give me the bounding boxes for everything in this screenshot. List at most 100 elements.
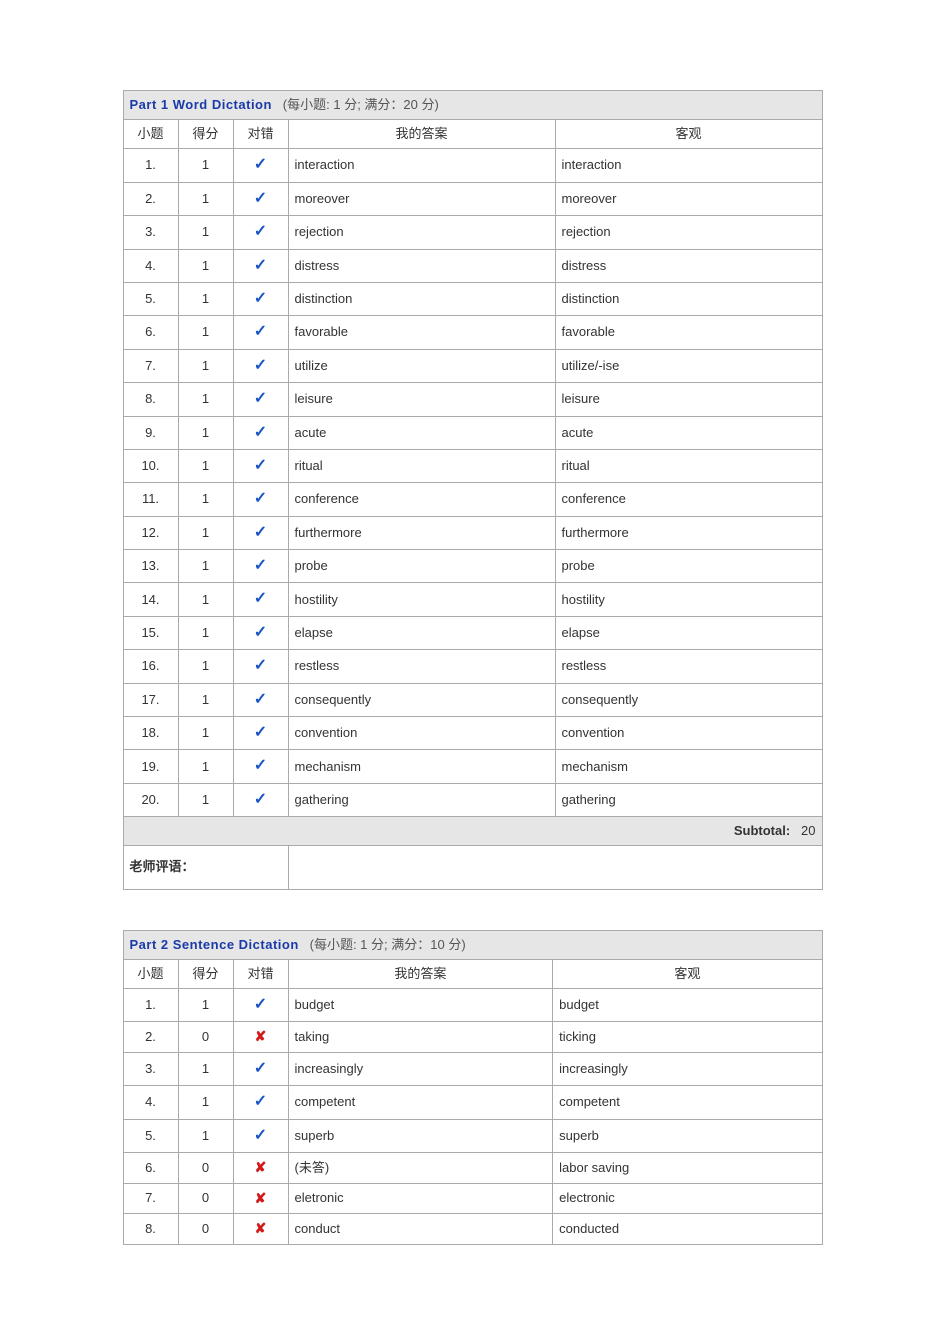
check-icon: ✓ <box>254 490 267 507</box>
table-title-row: Part 1 Word Dictation (每小题: 1 分; 满分：20 分… <box>123 91 822 120</box>
cell-my-answer: eletronic <box>288 1183 553 1214</box>
cell-question-number: 9. <box>123 416 178 449</box>
cell-score: 1 <box>178 750 233 783</box>
col-header-mark: 对错 <box>233 959 288 988</box>
table-row: 1.1✓interactioninteraction <box>123 149 822 182</box>
col-header-key: 客观 <box>555 120 822 149</box>
quiz-table: Part 1 Word Dictation (每小题: 1 分; 满分：20 分… <box>123 90 823 890</box>
check-icon: ✓ <box>254 457 267 474</box>
check-icon: ✓ <box>254 757 267 774</box>
cell-question-number: 4. <box>123 249 178 282</box>
cell-score: 1 <box>178 650 233 683</box>
cell-key-answer: probe <box>555 550 822 583</box>
cell-key-answer: ritual <box>555 449 822 482</box>
cell-my-answer: utilize <box>288 349 555 382</box>
cell-key-answer: furthermore <box>555 516 822 549</box>
cell-score: 1 <box>178 316 233 349</box>
cross-icon: ✘ <box>255 1190 267 1206</box>
quiz-table: Part 2 Sentence Dictation (每小题: 1 分; 满分：… <box>123 930 823 1245</box>
cell-key-answer: convention <box>555 717 822 750</box>
cross-icon: ✘ <box>255 1159 267 1175</box>
cell-score: 1 <box>178 988 233 1021</box>
table-title-row: Part 2 Sentence Dictation (每小题: 1 分; 满分：… <box>123 930 822 959</box>
check-icon: ✓ <box>254 390 267 407</box>
cross-icon: ✘ <box>255 1028 267 1044</box>
check-icon: ✓ <box>254 1093 267 1110</box>
cell-question-number: 14. <box>123 583 178 616</box>
check-icon: ✓ <box>254 557 267 574</box>
subtotal-row: Subtotal: 20 <box>123 817 822 846</box>
cell-question-number: 12. <box>123 516 178 549</box>
cell-question-number: 15. <box>123 616 178 649</box>
cell-key-answer: electronic <box>553 1183 822 1214</box>
cell-question-number: 2. <box>123 1022 178 1053</box>
table-row: 3.1✓increasinglyincreasingly <box>123 1052 822 1085</box>
cell-score: 1 <box>178 1052 233 1085</box>
cell-key-answer: acute <box>555 416 822 449</box>
cell-my-answer: acute <box>288 416 555 449</box>
check-icon: ✓ <box>254 1060 267 1077</box>
cell-score: 1 <box>178 783 233 816</box>
cell-key-answer: moreover <box>555 182 822 215</box>
cell-my-answer: (未答) <box>288 1153 553 1184</box>
cell-key-answer: consequently <box>555 683 822 716</box>
col-header-answer: 我的答案 <box>288 959 553 988</box>
cell-score: 1 <box>178 216 233 249</box>
cell-question-number: 10. <box>123 449 178 482</box>
table-row: 3.1✓rejectionrejection <box>123 216 822 249</box>
table-row: 2.1✓moreovermoreover <box>123 182 822 215</box>
cell-key-answer: rejection <box>555 216 822 249</box>
subtotal-label: Subtotal: <box>734 823 790 838</box>
cell-score: 1 <box>178 1086 233 1119</box>
table-row: 17.1✓consequentlyconsequently <box>123 683 822 716</box>
cell-question-number: 13. <box>123 550 178 583</box>
table-row: 18.1✓conventionconvention <box>123 717 822 750</box>
part-title: Part 1 Word Dictation <box>130 97 272 112</box>
table-row: 7.0✘eletronicelectronic <box>123 1183 822 1214</box>
cell-key-answer: distinction <box>555 282 822 315</box>
check-icon: ✓ <box>254 424 267 441</box>
table-header-row: 小题得分对错我的答案客观 <box>123 959 822 988</box>
cell-my-answer: furthermore <box>288 516 555 549</box>
cell-key-answer: favorable <box>555 316 822 349</box>
cell-my-answer: elapse <box>288 616 555 649</box>
check-icon: ✓ <box>254 223 267 240</box>
cell-question-number: 6. <box>123 1153 178 1184</box>
teacher-comment-label: 老师评语： <box>123 846 288 889</box>
cell-question-number: 3. <box>123 1052 178 1085</box>
cell-my-answer: conduct <box>288 1214 553 1245</box>
cell-key-answer: conducted <box>553 1214 822 1245</box>
check-icon: ✓ <box>254 156 267 173</box>
cell-my-answer: gathering <box>288 783 555 816</box>
cell-score: 1 <box>178 1119 233 1152</box>
table-row: 14.1✓hostilityhostility <box>123 583 822 616</box>
cell-my-answer: leisure <box>288 383 555 416</box>
cell-question-number: 6. <box>123 316 178 349</box>
check-icon: ✓ <box>254 190 267 207</box>
col-header-score: 得分 <box>178 120 233 149</box>
check-icon: ✓ <box>254 724 267 741</box>
check-icon: ✓ <box>254 1127 267 1144</box>
cell-my-answer: taking <box>288 1022 553 1053</box>
cell-my-answer: restless <box>288 650 555 683</box>
cell-my-answer: probe <box>288 550 555 583</box>
cell-score: 1 <box>178 149 233 182</box>
cell-question-number: 8. <box>123 1214 178 1245</box>
check-icon: ✓ <box>254 691 267 708</box>
cell-my-answer: mechanism <box>288 750 555 783</box>
cell-my-answer: convention <box>288 717 555 750</box>
cell-score: 1 <box>178 550 233 583</box>
col-header-score: 得分 <box>178 959 233 988</box>
cell-my-answer: hostility <box>288 583 555 616</box>
table-header-row: 小题得分对错我的答案客观 <box>123 120 822 149</box>
col-header-key: 客观 <box>553 959 822 988</box>
cell-my-answer: superb <box>288 1119 553 1152</box>
table-row: 2.0✘takingticking <box>123 1022 822 1053</box>
col-header-num: 小题 <box>123 959 178 988</box>
cell-my-answer: competent <box>288 1086 553 1119</box>
cell-key-answer: restless <box>555 650 822 683</box>
cell-score: 1 <box>178 616 233 649</box>
table-row: 9.1✓acuteacute <box>123 416 822 449</box>
cell-key-answer: increasingly <box>553 1052 822 1085</box>
table-row: 8.0✘conductconducted <box>123 1214 822 1245</box>
